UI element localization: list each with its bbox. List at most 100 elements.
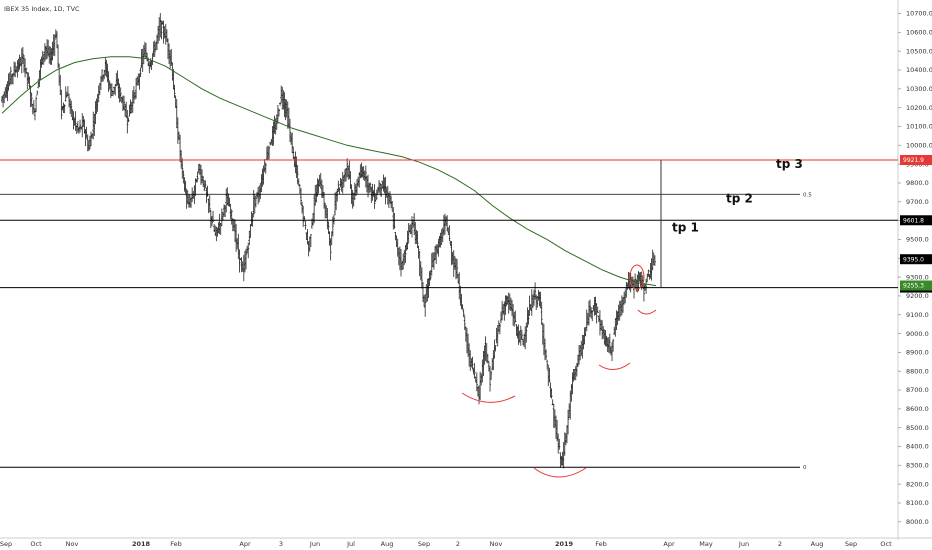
- candle: [653, 255, 656, 266]
- x-tick-label: Feb: [595, 540, 607, 548]
- level-price-tag: [900, 215, 932, 226]
- candle: [545, 349, 548, 360]
- candle: [181, 158, 184, 179]
- candle: [534, 282, 537, 300]
- candles: [1, 13, 656, 469]
- candle: [30, 92, 33, 107]
- candle: [567, 409, 570, 435]
- candle: [6, 81, 9, 102]
- candle: [63, 104, 66, 114]
- candle: [123, 95, 126, 110]
- candle: [139, 67, 142, 78]
- candle: [173, 84, 176, 98]
- candle: [327, 221, 330, 234]
- y-tick-label: 8100.0: [906, 499, 929, 507]
- candle: [473, 363, 476, 379]
- y-tick-label: 8300.0: [906, 462, 929, 470]
- y-tick-label: 10500.0: [906, 47, 932, 55]
- candle: [448, 225, 451, 242]
- candle: [605, 335, 608, 347]
- level-price-label: 9601.8: [903, 217, 924, 224]
- candle: [364, 165, 367, 188]
- candle: [456, 259, 459, 279]
- x-tick-label: 2018: [132, 540, 151, 548]
- candle: [540, 301, 543, 326]
- x-tick-label: Aug: [381, 540, 394, 548]
- price-tag: [900, 254, 932, 265]
- candle: [204, 180, 207, 189]
- y-tick-label: 10100.0: [906, 123, 932, 131]
- price-tag-label: 9255.3: [903, 283, 924, 290]
- candle: [462, 309, 465, 318]
- y-tick-label: 8800.0: [906, 367, 929, 375]
- pattern-arc: [461, 392, 516, 403]
- x-tick-label: Aug: [811, 540, 824, 548]
- y-tick-label: 9500.0: [906, 236, 929, 244]
- pattern-arc: [598, 362, 631, 370]
- x-tick-label: Jun: [309, 540, 320, 548]
- y-tick-label: 10000.0: [906, 142, 932, 150]
- candle: [119, 87, 122, 102]
- candle: [126, 109, 129, 134]
- candle: [498, 323, 501, 335]
- candle: [595, 303, 598, 324]
- candle: [429, 270, 432, 281]
- candle: [596, 306, 599, 314]
- candle: [416, 231, 419, 249]
- chart-title: IBEX 35 Index, 1D, TVC: [4, 5, 80, 13]
- candle: [505, 295, 508, 306]
- price-tag-label: 9395.0: [903, 256, 924, 263]
- y-tick-label: 9100.0: [906, 311, 929, 319]
- x-tick-label: Sep: [418, 540, 430, 548]
- candle: [369, 182, 372, 193]
- y-tick-label: 8700.0: [906, 386, 929, 394]
- candle: [25, 67, 28, 74]
- candle: [153, 40, 156, 57]
- candle: [527, 310, 530, 325]
- candle: [497, 320, 500, 333]
- y-tick-label: 8500.0: [906, 424, 929, 432]
- y-tick-label: 8200.0: [906, 480, 929, 488]
- candle: [182, 170, 185, 183]
- candle: [546, 359, 549, 370]
- level-price-tag: [900, 155, 932, 166]
- x-tick-label: Apr: [663, 540, 675, 548]
- candle: [301, 201, 304, 214]
- candle: [127, 117, 130, 123]
- y-tick-label: 10600.0: [906, 29, 932, 37]
- x-tick-label: Jun: [738, 540, 749, 548]
- candle: [494, 344, 497, 352]
- candle: [304, 221, 307, 230]
- candle: [245, 248, 248, 270]
- candle: [277, 108, 280, 117]
- candle: [394, 232, 397, 241]
- candle: [475, 372, 478, 392]
- candle: [337, 180, 340, 192]
- candle: [215, 226, 218, 242]
- y-tick-label: 10300.0: [906, 85, 932, 93]
- candle: [53, 34, 56, 57]
- candle: [230, 209, 233, 225]
- candle: [60, 89, 63, 120]
- candle: [309, 234, 312, 248]
- candle: [35, 96, 38, 113]
- candle: [550, 388, 553, 399]
- candle: [332, 214, 335, 225]
- y-tick-label: 10700.0: [906, 10, 932, 18]
- candle: [525, 322, 528, 343]
- candle: [160, 20, 163, 40]
- x-tick-label: Nov: [66, 540, 79, 548]
- candle: [208, 195, 211, 213]
- candle: [65, 91, 68, 98]
- y-tick-label: 9200.0: [906, 292, 929, 300]
- candle: [346, 158, 349, 178]
- candle: [195, 179, 198, 183]
- candle: [625, 282, 628, 298]
- price-tag: [900, 280, 932, 291]
- candle: [31, 103, 34, 115]
- x-tick-label: 3: [279, 540, 283, 548]
- level-price-label: 9921.9: [903, 157, 924, 164]
- x-tick-label: 2019: [555, 540, 574, 548]
- target-label-3: tp 3: [776, 157, 803, 171]
